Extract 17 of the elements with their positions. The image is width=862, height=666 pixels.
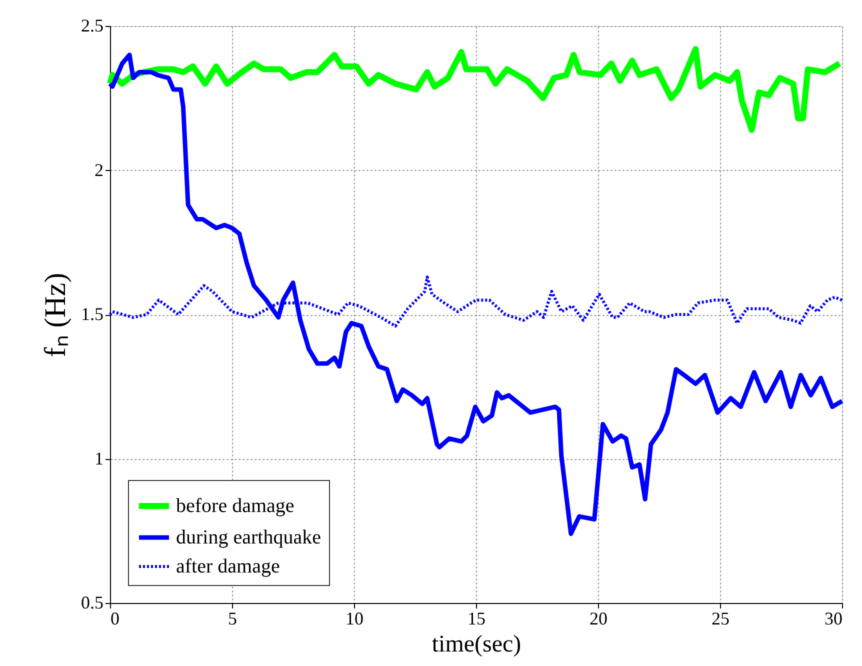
legend-label: after damage (176, 556, 280, 578)
legend-label: before damage (176, 495, 294, 517)
x-tick-label: 25 (712, 608, 730, 628)
y-axis-title: fₙ (Hz) (39, 272, 72, 358)
y-tick-label: 1.5 (81, 304, 104, 324)
x-tick-label: 30 (824, 608, 842, 628)
x-tick-label: 0 (110, 608, 120, 628)
y-tick-label: 2 (94, 160, 104, 180)
x-tick-label: 15 (468, 608, 486, 628)
legend-label: during earthquake (176, 526, 322, 548)
y-tick-label: 0.5 (81, 592, 104, 612)
x-tick-label: 20 (590, 608, 608, 628)
y-tick-label: 1 (94, 448, 104, 468)
x-axis-title: time(sec) (432, 632, 522, 658)
x-tick-label: 10 (346, 608, 364, 628)
x-tick-label: 5 (228, 608, 237, 628)
y-tick-label: 2.5 (81, 16, 104, 36)
